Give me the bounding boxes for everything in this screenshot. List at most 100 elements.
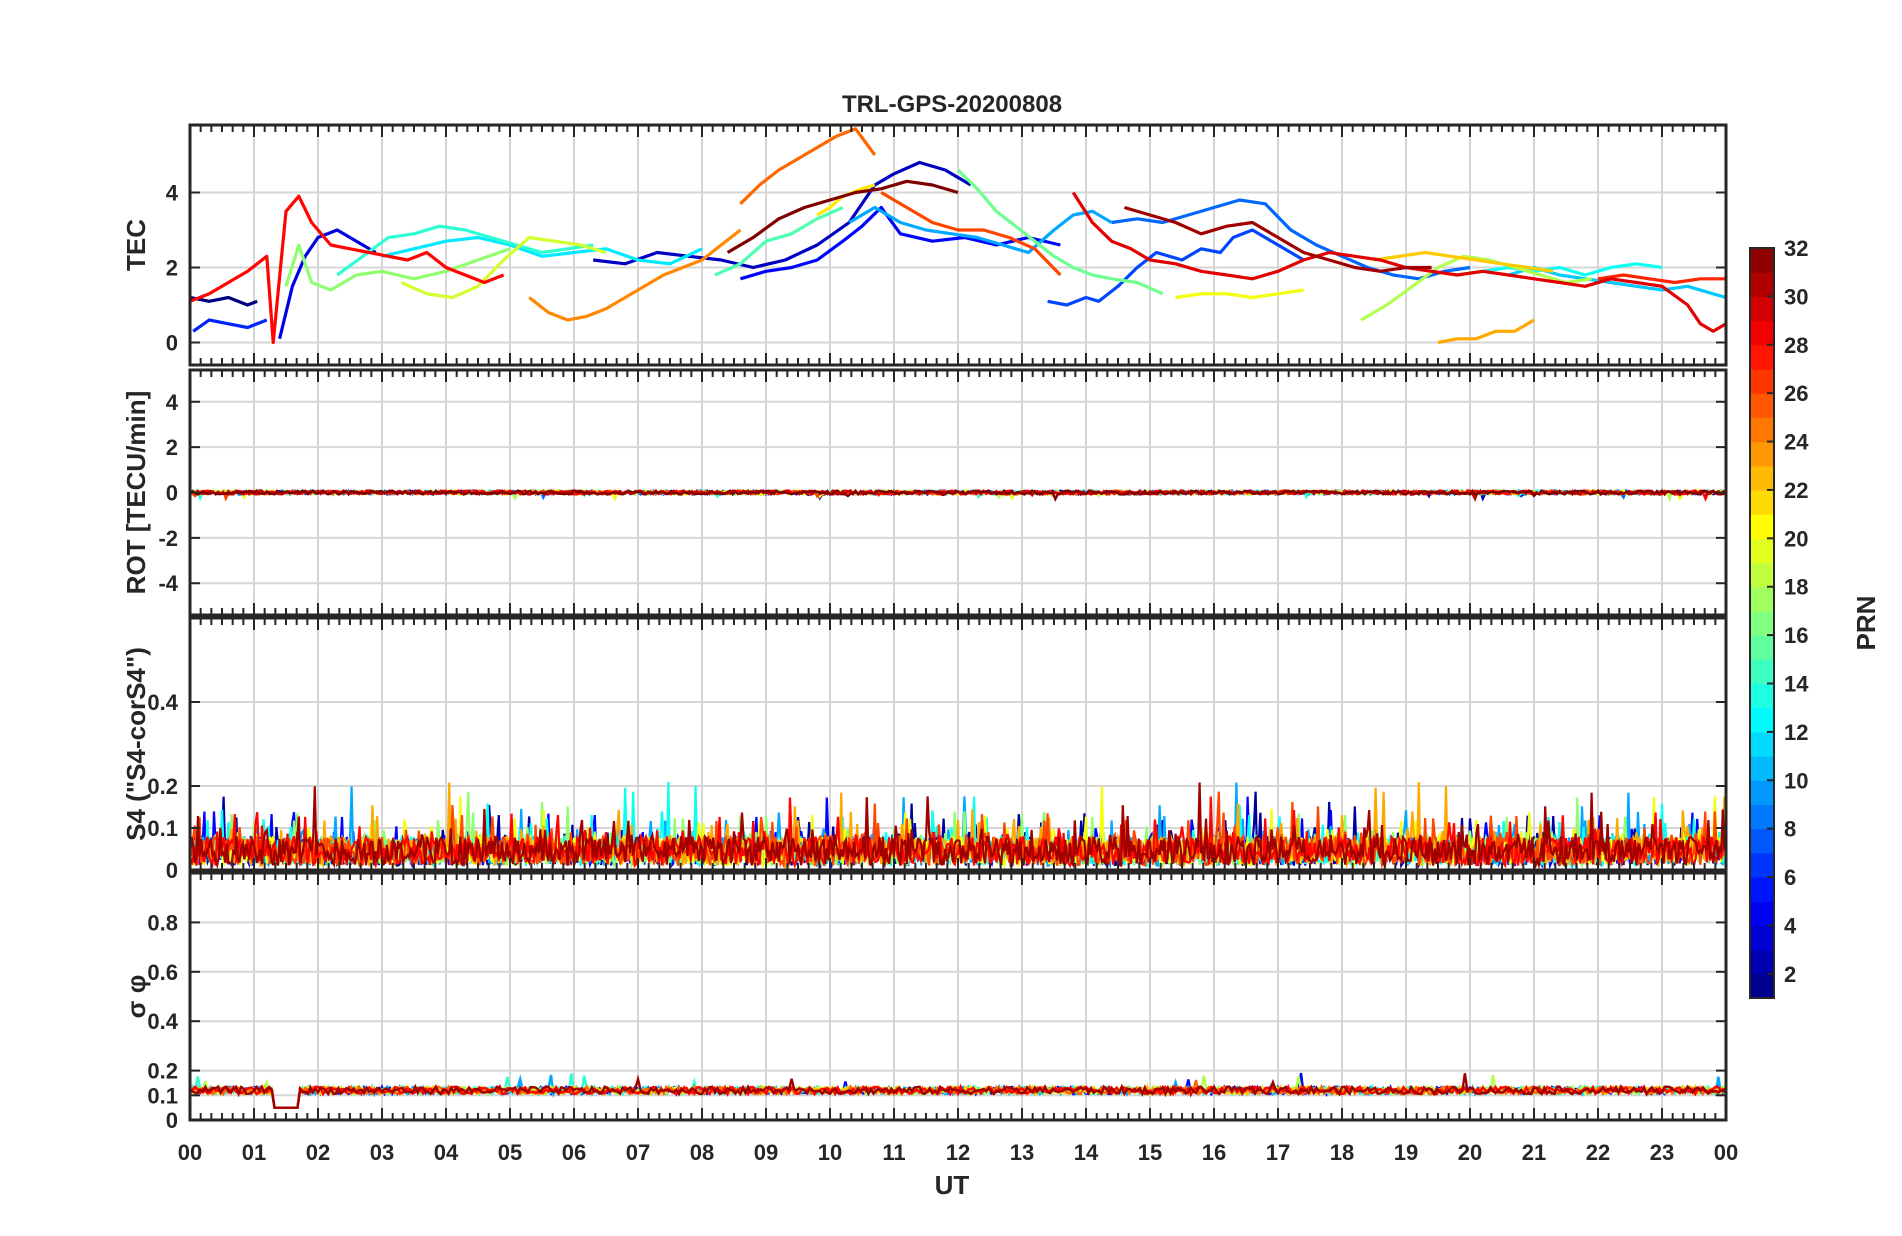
series-prn-29 [1071,191,1726,333]
colorbar-segment [1750,489,1774,515]
y-tick-label: 2 [166,435,178,460]
colorbar-tick-label: 18 [1784,575,1808,600]
series-prn-22 [1373,250,1554,273]
x-tick-label: 07 [626,1140,650,1165]
colorbar-segment [1750,659,1774,685]
series-prn-15 [714,206,844,277]
colorbar-tick-label: 24 [1784,430,1809,455]
y-tick-label: 0 [166,331,178,356]
colorbar-segment [1750,272,1774,297]
x-tick-label: 00 [1714,1140,1738,1165]
colorbar-tick-label: 22 [1784,478,1808,503]
series-prn-14 [336,224,594,277]
colorbar-segment [1750,877,1774,902]
colorbar-frame [1749,247,1775,999]
panel-s4: 0 0.1 0.2 0.4S4 ("S4-corS4") [121,616,1728,883]
y-tick-label: 0.2 [147,1059,178,1084]
series-prn-7 [1047,228,1305,307]
y-axis-label-s4: S4 ("S4-corS4") [121,647,151,841]
colorbar-segment [1750,683,1774,709]
colorbar-segment [1750,610,1774,636]
x-tick-label: 10 [818,1140,842,1165]
colorbar-tick-label: 2 [1784,962,1796,987]
colorbar-tick-label: 8 [1784,817,1796,842]
y-tick-label: 0 [166,1108,178,1133]
x-tick-label: 12 [946,1140,970,1165]
colorbar-segment [1750,441,1774,467]
x-tick-label: 08 [690,1140,714,1165]
y-tick-label: -2 [158,526,178,551]
series-prn-32 [726,179,959,254]
y-axis-label-tec: TEC [121,219,151,271]
x-tick-label: 01 [242,1140,266,1165]
colorbar-segment [1750,248,1774,273]
colorbar-segment [1750,828,1774,854]
colorbar-segment [1750,949,1774,975]
s4-series-prn-31 [190,782,1726,870]
x-tick-label: 09 [754,1140,778,1165]
sigma-series-prn-31 [190,1073,1726,1109]
colorbar-tick-label: 6 [1784,865,1796,890]
y-axis-label-sigma_phi: σ φ [121,975,151,1019]
y-tick-label: 0.6 [147,960,178,985]
colorbar-segment [1750,973,1774,999]
colorbar-segment [1750,465,1774,491]
x-tick-label: 05 [498,1140,522,1165]
series-prn-25 [739,127,877,205]
x-tick-label: 11 [882,1140,905,1165]
y-tick-label: 0.1 [147,1083,178,1108]
colorbar-segment [1750,635,1774,660]
colorbar-segment [1750,586,1774,612]
colorbar-tick-label: 12 [1784,720,1808,745]
colorbar-segment [1750,707,1774,733]
series-prn-24 [528,228,742,322]
panel-sigma_phi: 00.10.2 0.4 0.6 0.8 σ φ [121,871,1728,1133]
colorbar-segment [1750,344,1774,370]
colorbar-segment [1750,925,1774,951]
x-tick-label: 17 [1266,1140,1290,1165]
colorbar-segment [1750,804,1774,830]
colorbar-segment [1750,393,1774,418]
x-tick-label: 03 [370,1140,394,1165]
series-prn-10 [848,205,1113,255]
colorbar-tick-label: 14 [1784,671,1809,696]
colorbar-tick-label: 32 [1784,236,1808,261]
colorbar-segment [1750,368,1774,394]
series-prn-11 [1507,265,1726,300]
x-tick-label: 23 [1650,1140,1674,1165]
series-prn-17 [284,243,511,292]
series-prn-6 [192,318,268,333]
series-prn-5 [739,205,1061,281]
series-prn-23 [1437,318,1535,345]
y-axis-label-rot: ROT [TECU/min] [121,391,151,595]
series-prn-31 [1123,205,1432,273]
colorbar-tick-label: 26 [1784,381,1808,406]
x-tick-label: 04 [434,1140,459,1165]
x-tick-label: 14 [1074,1140,1099,1165]
colorbar-segment [1750,901,1774,927]
colorbar-segment [1750,852,1774,878]
colorbar-segment [1750,780,1774,806]
series-prn-1 [190,295,258,307]
colorbar-segment [1750,731,1774,757]
colorbar-tick-label: 20 [1784,526,1808,551]
colorbar-tick-label: 4 [1784,913,1797,938]
y-tick-label: 0.4 [147,690,178,715]
x-tick-label: 00 [178,1140,202,1165]
series-prn-3 [593,160,972,270]
y-tick-label: 0.4 [147,1009,178,1034]
series-prn-28 [190,194,505,345]
panel-tec: 0 2 4 TEC [121,123,1728,367]
series-prn-13 [1456,262,1663,277]
y-tick-label: 0.8 [147,910,178,935]
y-tick-label: 4 [166,390,179,415]
panel-rot: -4 -2 0 2 4 ROT [TECU/min] [121,368,1728,617]
x-axis-ticks: 00 01 02 03 04 05 06 07 08 09 10 11 12 13 14 15 16 17 18 19… [178,1140,1738,1165]
y-tick-label: 0 [166,858,178,883]
y-tick-label: 4 [166,181,179,206]
series-prn-20 [1175,288,1304,300]
series-prn-12 [381,235,703,266]
x-tick-label: 19 [1394,1140,1418,1165]
colorbar-segment [1750,562,1774,588]
